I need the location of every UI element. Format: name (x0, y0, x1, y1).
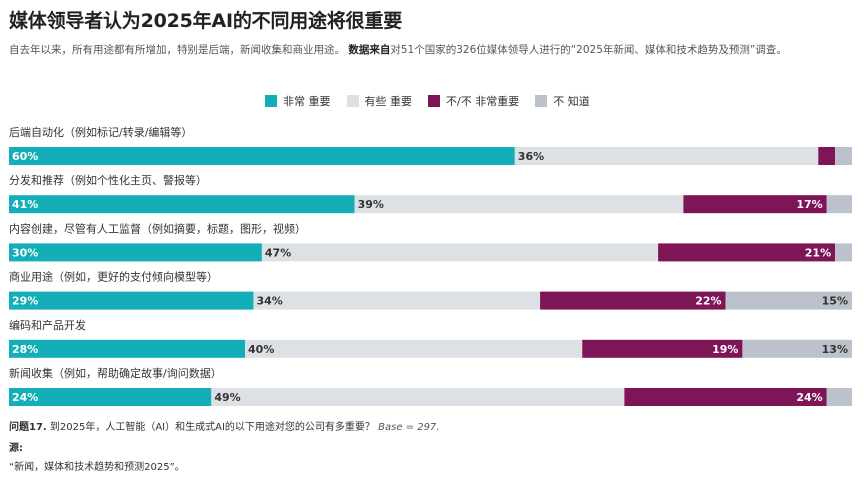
category-label: 编码和产品开发 (9, 318, 86, 332)
data-label: 22% (695, 295, 721, 308)
bar-segment (9, 339, 246, 358)
base-note: Base = 297. (378, 422, 440, 433)
data-label: 28% (12, 343, 38, 356)
legend-item-dont-know: 不 知道 (535, 93, 590, 109)
question-label: 问题17. (9, 422, 47, 433)
bar-segment (742, 339, 852, 358)
subtitle-lead: 自去年以来，所有用途都有所增加，特别是后端，新闻收集和商业用途。 (9, 44, 345, 56)
data-label: 40% (248, 343, 274, 356)
bar-segment (658, 243, 836, 262)
data-label: 39% (358, 198, 384, 211)
bar-segment (354, 195, 684, 214)
data-label: 49% (214, 391, 240, 404)
data-label: 13% (822, 343, 848, 356)
subtitle: 自去年以来，所有用途都有所增加，特别是后端，新闻收集和商业用途。 数据来自对51… (9, 42, 855, 59)
legend: 非常 重要 有些 重要 不/不 非常重要 不 知道 (265, 94, 606, 108)
legend-item-very-important: 非常 重要 (265, 93, 331, 109)
legend-label-very-important: 非常 重要 (283, 95, 331, 108)
source-text: “新闻，媒体和技术趋势和预测2025”。 (9, 462, 185, 473)
category-label: 新闻收集（例如，帮助确定故事/询问数据） (9, 366, 222, 380)
category-label: 内容创建，尽管有人工监督（例如摘要，标题，图形，视频） (9, 221, 306, 235)
bar-segment (835, 243, 852, 262)
bar-segment (540, 291, 726, 310)
data-label: 19% (712, 343, 738, 356)
data-label: 60% (12, 150, 38, 163)
bar-segment (826, 195, 852, 214)
legend-label-dont-know: 不 知道 (553, 95, 590, 108)
bar-segment (826, 388, 852, 406)
bar-segment (818, 147, 836, 165)
legend-item-somewhat-important: 有些 重要 (346, 93, 413, 109)
data-label: 34% (256, 295, 282, 308)
bar-segment (245, 339, 583, 358)
bar-segment (9, 195, 355, 214)
bar-segment (835, 147, 852, 165)
legend-swatch-not-important (428, 95, 440, 107)
data-label: 21% (805, 246, 831, 259)
bar-segment (582, 339, 743, 358)
data-label: 17% (796, 198, 822, 211)
category-label: 分发和推荐（例如个性化主页、警报等） (9, 173, 207, 187)
bar-segment (514, 147, 819, 165)
bar-segment (211, 388, 625, 406)
bar-segment (9, 291, 254, 310)
legend-swatch-somewhat-important (346, 95, 359, 107)
page-title: 媒体领导者认为2025年AI的不同用途将很重要 (9, 10, 403, 32)
data-label: 15% (822, 295, 848, 308)
bar-segment (9, 147, 515, 165)
legend-label-somewhat-important: 有些 重要 (364, 95, 413, 108)
bar-segment (9, 388, 212, 406)
legend-swatch-very-important (265, 95, 277, 107)
legend-label-not-important: 不/不 非常重要 (446, 95, 520, 108)
stacked-bar-chart: 后端自动化（例如标记/转录/编辑等） 60% 36% 分发和推荐（例如个性化主页、警报… (9, 125, 852, 406)
bar-segment (624, 388, 827, 406)
bar-segment (683, 195, 827, 214)
bar-segment (9, 243, 262, 262)
legend-item-not-important: 不/不 非常重要 (428, 93, 519, 109)
data-label: 36% (518, 150, 544, 163)
data-label: 24% (796, 391, 822, 404)
data-label: 29% (12, 295, 38, 308)
source-label: 源: (9, 443, 23, 454)
bar-segment (253, 291, 541, 310)
data-label: 30% (12, 246, 38, 259)
category-label: 商业用途（例如，更好的支付倾向模型等） (9, 270, 218, 284)
data-label: 24% (12, 391, 38, 404)
bar-segment (261, 243, 659, 262)
legend-swatch-dont-know (535, 95, 548, 107)
subtitle-tail: 对51个国家的326位媒体领导人进行的“2025年新闻、媒体和技术趋势及预测”调… (390, 44, 787, 56)
data-label: 47% (265, 246, 291, 259)
data-label: 41% (12, 198, 38, 211)
category-label: 后端自动化（例如标记/转录/编辑等） (9, 125, 192, 139)
bar-segment (725, 291, 852, 310)
subtitle-bold: 数据来自 (348, 44, 391, 56)
question-footnote: 问题17. 到2025年，人工智能（AI）和生成式AI的以下用途对您的公司有多重… (9, 418, 439, 433)
question-text: 到2025年，人工智能（AI）和生成式AI的以下用途对您的公司有多重要？ (46, 422, 375, 433)
